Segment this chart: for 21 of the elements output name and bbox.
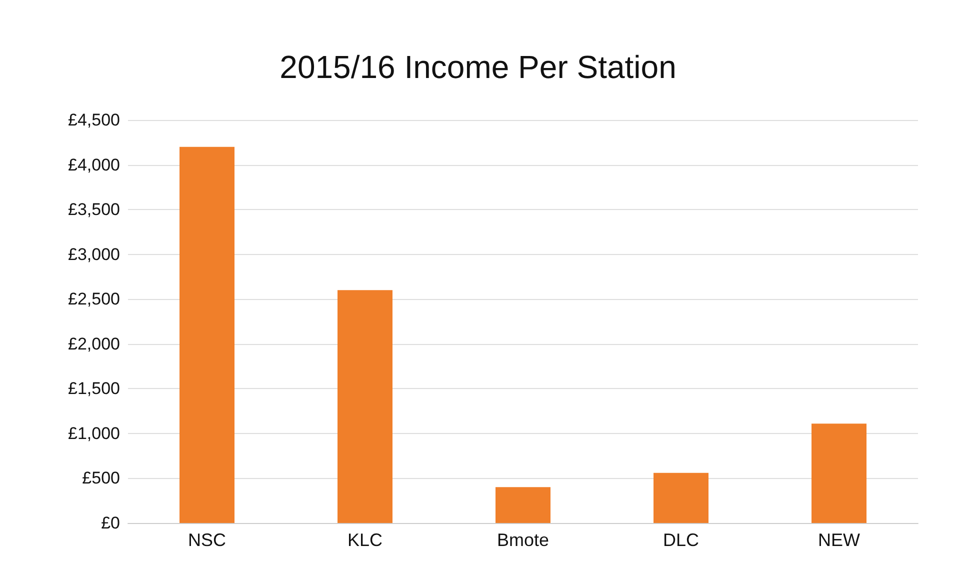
x-tick-label: NEW xyxy=(818,530,860,550)
y-tick-label: £500 xyxy=(82,468,120,488)
y-tick-label: £2,000 xyxy=(68,334,120,354)
y-tick-label: £3,000 xyxy=(68,244,120,264)
y-tick-label: £1,500 xyxy=(68,379,120,398)
bar xyxy=(654,472,708,523)
x-tick-label: KLC xyxy=(347,530,383,550)
y-tick-label: £4,500 xyxy=(68,110,120,130)
y-tick-label: £2,500 xyxy=(68,290,120,309)
bar xyxy=(812,424,866,523)
x-tick-label: DLC xyxy=(662,530,700,550)
y-tick-label: £0 xyxy=(101,514,120,532)
y-tick-label: £3,500 xyxy=(68,200,120,220)
bar xyxy=(180,146,234,523)
x-tick-label: NSC xyxy=(188,530,226,550)
y-tick-label: £4,000 xyxy=(68,155,120,174)
y-tick-label: £1,000 xyxy=(68,424,120,443)
chart-title: 2015/16 Income Per Station xyxy=(280,49,676,85)
bar xyxy=(496,487,550,523)
bar xyxy=(338,290,392,523)
x-tick-label: Bmote xyxy=(496,530,550,550)
